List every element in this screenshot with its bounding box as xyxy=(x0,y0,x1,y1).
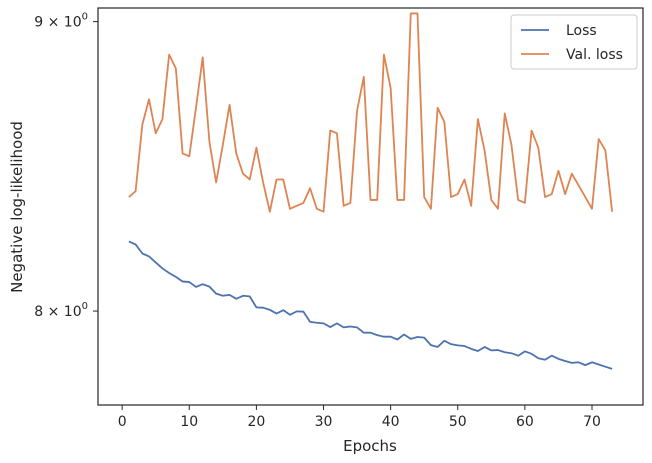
legend: Loss Val. loss xyxy=(510,14,638,70)
x-tick-label: 50 xyxy=(449,414,467,430)
x-axis-ticks: 0 10 20 30 40 50 60 70 xyxy=(118,405,601,430)
legend-label-loss: Loss xyxy=(566,23,597,39)
y-axis-label: Negative log-likelihood xyxy=(8,121,26,293)
x-tick-label: 10 xyxy=(180,414,198,430)
y-tick-label-base: 9 × 10 xyxy=(34,15,81,31)
series-line-val-loss xyxy=(128,12,614,213)
y-tick-label-exponent: 0 xyxy=(82,301,88,312)
y-tick-label: 8 × 100 xyxy=(34,301,88,320)
x-tick-label: 20 xyxy=(247,414,265,430)
legend-label-val-loss: Val. loss xyxy=(566,47,623,63)
x-tick-label: 40 xyxy=(382,414,400,430)
x-axis-label: Epochs xyxy=(343,437,397,455)
series-lines xyxy=(128,12,614,370)
y-tick-label-exponent: 0 xyxy=(82,12,88,23)
legend-box xyxy=(510,14,638,70)
series-line-loss xyxy=(128,240,613,370)
x-tick-label: 70 xyxy=(583,414,601,430)
x-tick-label: 0 xyxy=(118,414,127,430)
y-tick-label-base: 8 × 10 xyxy=(34,304,81,320)
x-tick-label: 60 xyxy=(516,414,534,430)
y-tick-label: 9 × 100 xyxy=(34,12,88,31)
plot-area xyxy=(97,7,644,406)
x-tick-label: 30 xyxy=(315,414,333,430)
